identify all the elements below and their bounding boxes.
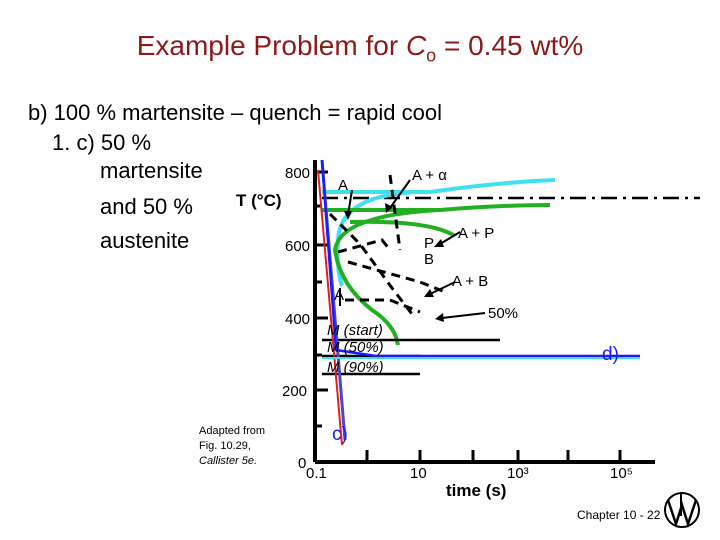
arrow-a	[347, 189, 353, 216]
line-1-cont-2: and 50 %	[100, 194, 193, 219]
arrow-a-alpha-head	[385, 203, 393, 213]
title-subscript: o	[426, 45, 437, 66]
line-1-cont-3: austenite	[100, 228, 190, 253]
slide-footer: Chapter 10 - 22	[577, 508, 661, 522]
arrow-a-alpha	[389, 179, 411, 209]
start-curve-nose	[335, 190, 416, 287]
y-tick-label: 200	[282, 383, 307, 400]
path-label-d: d)	[602, 344, 619, 365]
quench-path-red	[317, 169, 343, 446]
finish-curve-upper	[322, 203, 551, 212]
x-tick-label: 10	[410, 465, 427, 482]
region-label-a-alpha: A + α	[412, 167, 447, 184]
bainite-boundary-middle	[345, 298, 421, 314]
arrow-a-p-head	[434, 239, 444, 247]
x-tick-label: 10⁵	[610, 465, 633, 482]
label-m-start: M (start)	[327, 322, 383, 339]
arrow-50pct	[441, 312, 486, 319]
region-label-50pct: 50%	[488, 305, 518, 322]
label-m-50: M (50%)	[327, 339, 384, 356]
y-tick-label: 800	[285, 165, 310, 182]
line-1-cont-1: martensite	[100, 158, 203, 183]
path-d	[320, 159, 640, 358]
x-axis-label: time (s)	[446, 481, 506, 500]
credit-line: Adapted from	[199, 425, 266, 437]
finish-curve-middle	[349, 219, 457, 238]
region-label-a-mid: A	[334, 287, 344, 304]
line-1-text: 1. c) 50 %	[52, 130, 152, 155]
dashed-divider	[388, 174, 402, 251]
bainite-boundary-upper	[347, 260, 446, 294]
start-curve-upper	[322, 178, 556, 194]
publisher-logo	[664, 492, 700, 529]
figure-credit: Adapted from Fig. 10.29, Callister 5e.	[199, 424, 265, 469]
region-label-a-p: A + P	[458, 225, 494, 242]
y-tick-label: 0	[298, 455, 306, 472]
pearlite-boundary	[337, 238, 392, 254]
finish-curve-lower	[332, 208, 441, 346]
y-tick-label: 600	[285, 238, 310, 255]
region-label-p: P	[424, 235, 434, 252]
credit-line: Callister 5e.	[199, 455, 258, 467]
y-axis-label: T (°C)	[236, 191, 282, 210]
label-m-90: M (90%)	[327, 359, 384, 376]
arrow-50pct-head	[435, 313, 444, 322]
x-tick-label: 10³	[507, 465, 529, 482]
page-title: Example Problem for Co = 0.45 wt%	[136, 30, 584, 66]
credit-line: Fig. 10.29,	[199, 440, 251, 452]
path-label-c: c)	[332, 424, 348, 445]
region-label-a-b: A + B	[452, 273, 488, 290]
arrow-a-head	[344, 211, 352, 220]
x-tick-label: 0.1	[306, 465, 327, 482]
arrow-a-b	[429, 281, 456, 295]
title-variable: C	[405, 30, 427, 61]
arrow-a-p	[439, 231, 461, 245]
region-label-a: A	[338, 177, 348, 194]
bainite-boundary-lower	[328, 212, 417, 319]
arrow-a-b-head	[424, 289, 434, 297]
line-b-text: b) 100 % martensite – quench = rapid coo…	[28, 100, 442, 125]
region-label-b: B	[424, 251, 434, 268]
y-tick-label: 400	[285, 311, 310, 328]
